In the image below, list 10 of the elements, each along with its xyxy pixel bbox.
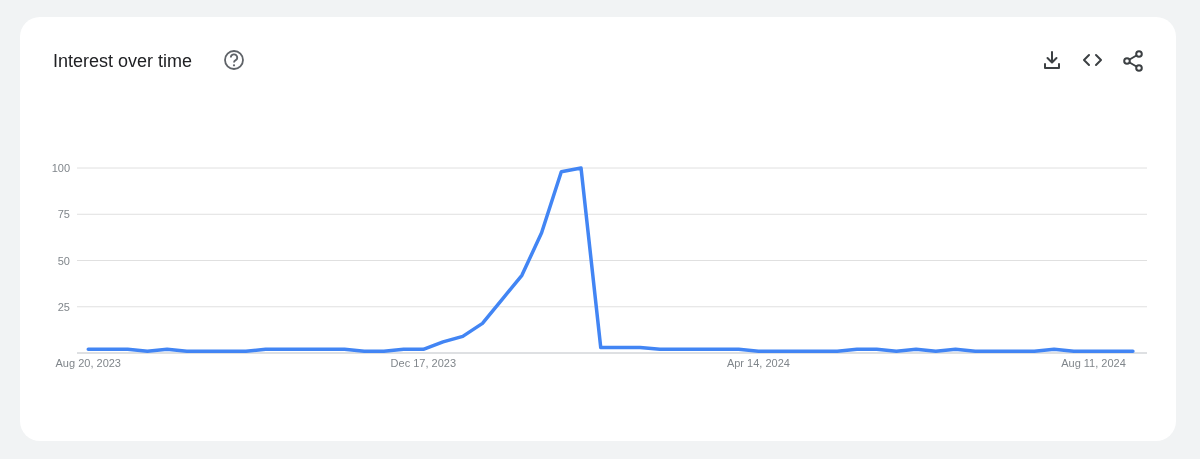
- x-tick-label: Apr 14, 2024: [726, 357, 790, 369]
- line-series: [86, 166, 1135, 353]
- y-tick-label: 75: [57, 208, 70, 221]
- y-tick-label: 50: [57, 254, 70, 267]
- y-tick-label: 100: [51, 162, 70, 174]
- x-tick-label: Aug 11, 2024: [1061, 357, 1126, 369]
- chart-title: Interest over time: [53, 51, 193, 71]
- x-tick-label: Aug 20, 2023: [55, 357, 121, 369]
- y-tick-label: 25: [57, 300, 70, 313]
- x-tick-label: Dec 17, 2023: [390, 357, 457, 369]
